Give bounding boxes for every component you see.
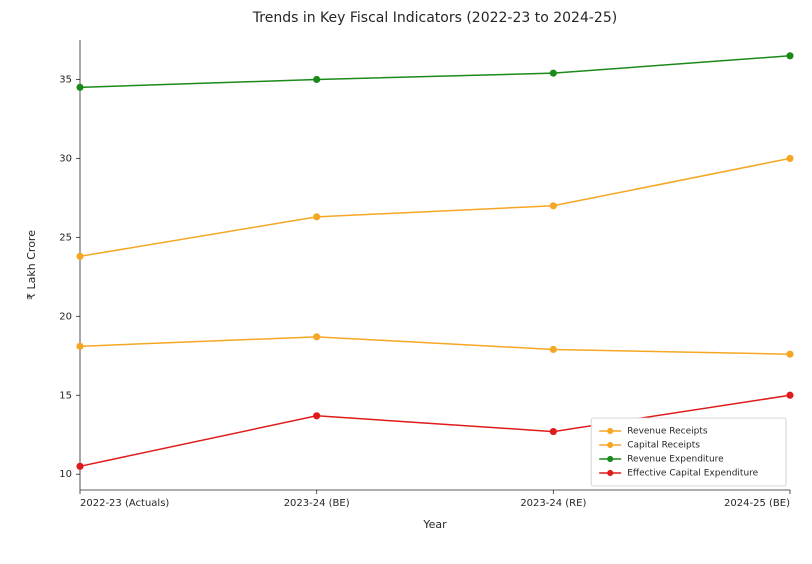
y-tick-label: 20 bbox=[59, 311, 72, 322]
x-tick-label: 2022-23 (Actuals) bbox=[80, 498, 169, 509]
series-marker bbox=[314, 334, 320, 340]
y-tick-label: 15 bbox=[59, 390, 72, 401]
y-tick-label: 30 bbox=[59, 153, 72, 164]
legend-label: Revenue Expenditure bbox=[627, 455, 724, 465]
series-marker bbox=[550, 429, 556, 435]
legend-label: Revenue Receipts bbox=[627, 427, 708, 437]
series-marker bbox=[550, 70, 556, 76]
series-marker bbox=[77, 463, 83, 469]
y-axis-label: ₹ Lakh Crore bbox=[25, 230, 38, 300]
y-tick-label: 25 bbox=[59, 232, 72, 243]
legend-swatch-marker bbox=[607, 442, 613, 448]
series-marker bbox=[787, 392, 793, 398]
series-marker bbox=[314, 413, 320, 419]
legend-label: Capital Receipts bbox=[627, 441, 700, 451]
x-tick-label: 2023-24 (RE) bbox=[520, 498, 586, 509]
series-marker bbox=[787, 155, 793, 161]
y-tick-label: 35 bbox=[59, 74, 72, 85]
series-marker bbox=[77, 84, 83, 90]
legend-swatch-marker bbox=[607, 456, 613, 462]
x-axis-label: Year bbox=[422, 518, 447, 531]
legend-swatch-marker bbox=[607, 470, 613, 476]
series-marker bbox=[787, 351, 793, 357]
series-marker bbox=[77, 253, 83, 259]
series-marker bbox=[314, 76, 320, 82]
x-tick-label: 2024-25 (BE) bbox=[724, 498, 790, 509]
x-tick-label: 2023-24 (BE) bbox=[284, 498, 350, 509]
legend-swatch-marker bbox=[607, 428, 613, 434]
series-marker bbox=[550, 346, 556, 352]
legend-label: Effective Capital Expenditure bbox=[627, 469, 758, 479]
chart-title: Trends in Key Fiscal Indicators (2022-23… bbox=[252, 10, 617, 26]
series-marker bbox=[550, 203, 556, 209]
series-marker bbox=[77, 343, 83, 349]
series-marker bbox=[314, 214, 320, 220]
y-tick-label: 10 bbox=[59, 469, 72, 480]
chart-container: 10 15 20 25 30 35 2022-23 (Actuals) 2023-24 (BE… bbox=[0, 0, 812, 564]
legend: Revenue Receipts Capital Receipts Revenue … bbox=[591, 418, 786, 486]
series-marker bbox=[787, 53, 793, 59]
